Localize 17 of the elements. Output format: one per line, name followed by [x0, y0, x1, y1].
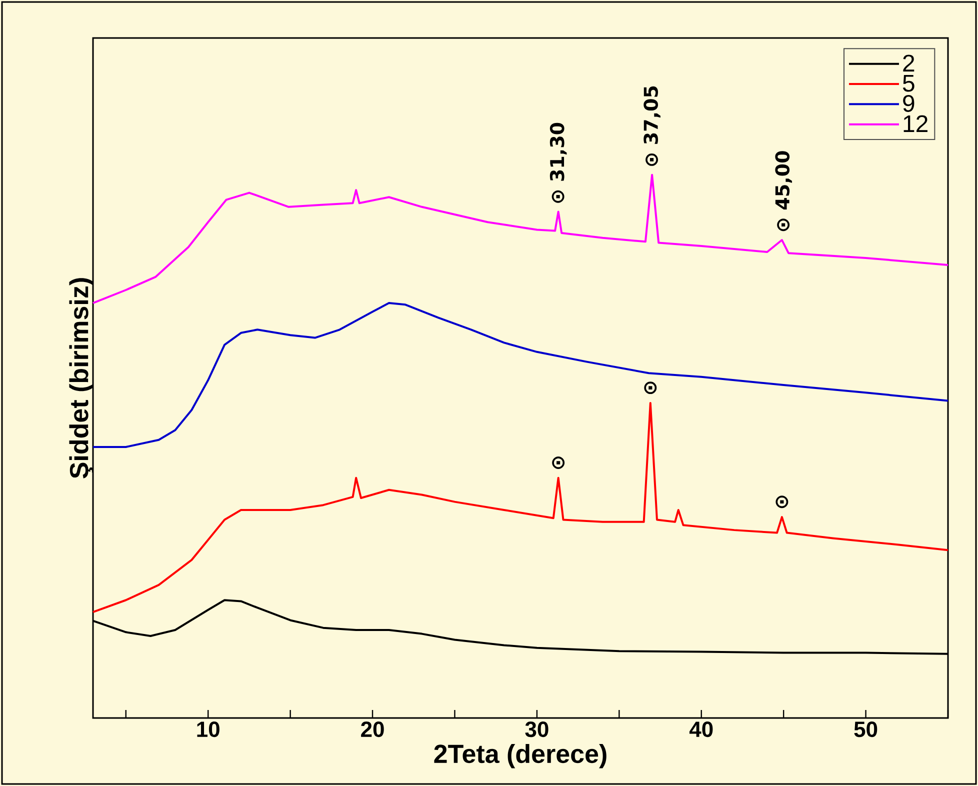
legend-label: 12 [904, 115, 928, 132]
x-axis-title: 2Teta (derece) [434, 744, 606, 768]
x-tick-label: 50 [854, 722, 878, 738]
x-tick-label: 40 [689, 722, 713, 738]
annotation: ⊙ [776, 496, 788, 508]
annotation: ⊙ [644, 382, 657, 394]
x-tick-label: 10 [197, 722, 220, 738]
legend-label: 5 [902, 74, 914, 92]
x-tick-label: 30 [525, 722, 548, 738]
legend-label: 2 [903, 54, 914, 72]
annotation: ⊙ [552, 456, 565, 469]
annotation: ⊙ 31,30 [550, 122, 567, 203]
y-axis-title: Şiddet (birimsiz) [69, 278, 94, 478]
legend-label: 9 [903, 94, 914, 112]
annotation: ⊙ 45,00 [775, 151, 792, 232]
annotation: ⊙ 37,05 [644, 86, 660, 166]
x-tick-label: 20 [361, 722, 384, 738]
